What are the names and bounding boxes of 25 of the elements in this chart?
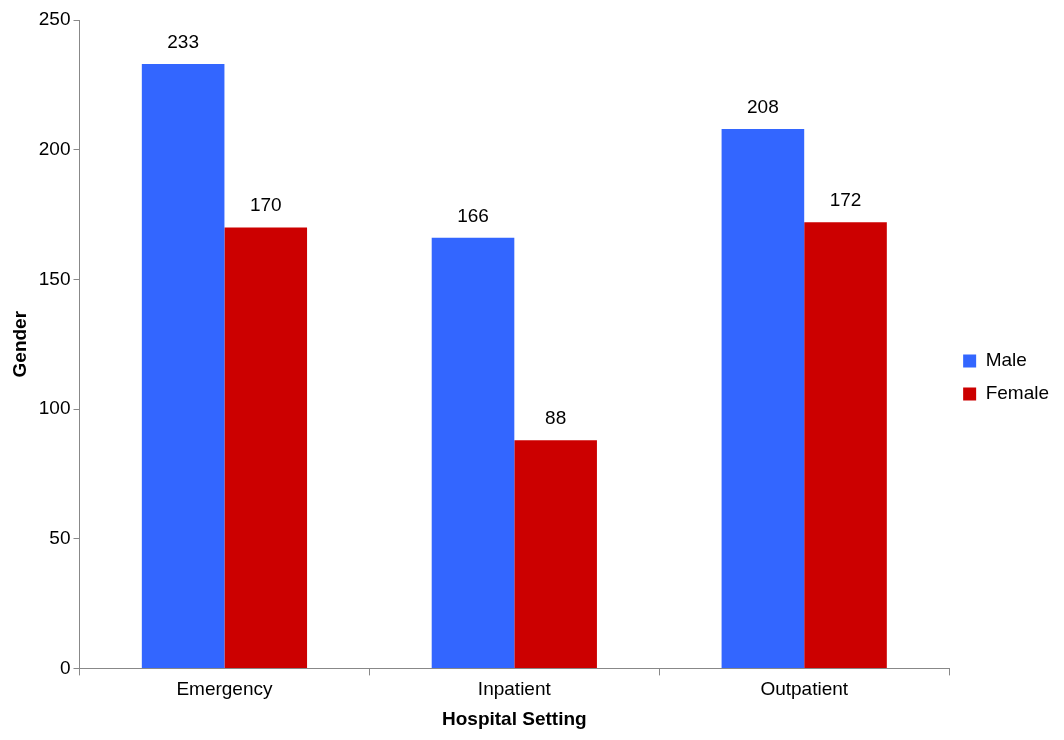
data-label: 170 — [249, 194, 282, 216]
data-label: 233 — [167, 30, 199, 52]
y-tick-label: 0 — [59, 656, 71, 678]
x-axis-title: Hospital Setting — [442, 707, 587, 729]
legend-label: Female — [985, 382, 1049, 404]
bar — [141, 64, 225, 668]
bar — [431, 237, 515, 668]
bar — [721, 128, 805, 668]
legend-label: Male — [985, 349, 1027, 371]
bar — [224, 227, 308, 668]
x-tick-label: Outpatient — [760, 678, 849, 700]
bar — [514, 440, 597, 668]
bar — [804, 222, 887, 668]
data-label: 172 — [829, 189, 862, 211]
y-tick-label: 250 — [38, 8, 71, 30]
data-label: 88 — [545, 406, 567, 428]
data-label: 166 — [457, 204, 489, 226]
x-tick-label: Inpatient — [477, 678, 552, 700]
y-tick-label: 150 — [38, 267, 71, 289]
x-tick-label: Emergency — [176, 678, 273, 700]
y-tick-label: 50 — [49, 526, 71, 548]
y-axis-title: Gender — [8, 310, 30, 378]
data-label: 208 — [747, 95, 779, 117]
y-tick-label: 200 — [38, 137, 71, 159]
y-tick-label: 100 — [38, 397, 71, 419]
